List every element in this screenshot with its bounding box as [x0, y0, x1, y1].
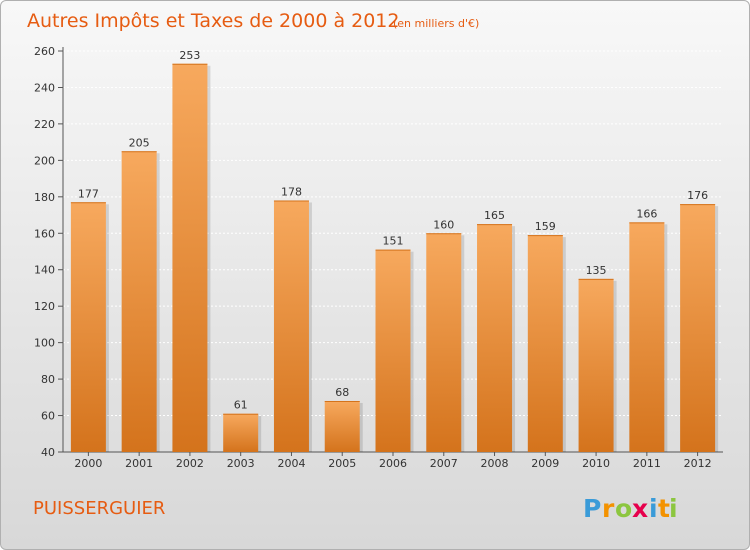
bar-2007 — [426, 233, 462, 452]
x-tick-label-2010: 2010 — [582, 457, 610, 470]
value-labels-layer: 177 205 253 61 178 68 151 160 165 159 135 166 176 — [78, 49, 708, 412]
x-tick-label-2006: 2006 — [379, 457, 407, 470]
x-tick-label-2003: 2003 — [227, 457, 255, 470]
bar-2004 — [273, 200, 309, 452]
chart-title: Autres Impôts et Taxes de 2000 à 2012 — [27, 10, 400, 32]
value-label-2010: 135 — [586, 264, 607, 277]
y-tick-label: 260 — [34, 45, 55, 58]
y-tick-label: 40 — [41, 446, 55, 459]
y-tick-label: 60 — [41, 410, 55, 423]
bar-2005 — [324, 400, 360, 452]
y-tick-labels: 40 60 80 100 120 140 160 180 200 220 240 260 — [34, 45, 55, 459]
logo-letter: t — [658, 494, 670, 523]
y-tick-label: 160 — [34, 227, 55, 240]
value-label-2004: 178 — [281, 185, 302, 198]
x-tick-label-2011: 2011 — [633, 457, 661, 470]
y-tick-label: 180 — [34, 191, 55, 204]
x-tick-label-2009: 2009 — [531, 457, 559, 470]
bar-2003 — [223, 413, 259, 452]
bars-layer — [70, 63, 719, 452]
value-label-2001: 205 — [129, 136, 150, 149]
y-tick-label: 120 — [34, 300, 55, 313]
x-tick-label-2007: 2007 — [430, 457, 458, 470]
x-tick-label-2008: 2008 — [481, 457, 509, 470]
y-tick-label: 100 — [34, 337, 55, 350]
value-label-2003: 61 — [234, 399, 248, 412]
logo-letter: r — [602, 494, 615, 523]
bar-2006 — [375, 249, 411, 452]
value-label-2008: 165 — [484, 209, 505, 222]
value-label-2005: 68 — [335, 386, 349, 399]
value-label-2002: 253 — [179, 49, 200, 62]
x-tick-label-2004: 2004 — [277, 457, 305, 470]
y-tick-label: 240 — [34, 81, 55, 94]
x-tick-labels: 2000 2001 2002 2003 2004 2005 2006 2007 2008 2009… — [74, 452, 712, 470]
y-tick-label: 140 — [34, 264, 55, 277]
logo-letter: P — [583, 494, 601, 523]
logo-letter: i — [649, 494, 658, 523]
y-tick-label: 220 — [34, 118, 55, 131]
y-tick-label: 200 — [34, 154, 55, 167]
value-label-2011: 166 — [636, 207, 657, 220]
bar-2012 — [680, 204, 716, 452]
value-label-2006: 151 — [383, 235, 404, 248]
bar-2001 — [121, 151, 157, 452]
x-tick-label-2012: 2012 — [684, 457, 712, 470]
bar-2009 — [527, 235, 563, 452]
bar-2000 — [70, 202, 106, 452]
bar-2002 — [172, 63, 208, 452]
value-label-2009: 159 — [535, 220, 556, 233]
x-tick-label-2000: 2000 — [74, 457, 102, 470]
bar-2008 — [477, 224, 513, 452]
value-label-2000: 177 — [78, 187, 99, 200]
value-label-2007: 160 — [433, 218, 454, 231]
y-tick-label: 80 — [41, 373, 55, 386]
logo-letter: x — [632, 494, 648, 523]
logo-letter: i — [669, 494, 678, 523]
x-tick-label-2001: 2001 — [125, 457, 153, 470]
bar-2011 — [629, 222, 665, 452]
x-tick-label-2002: 2002 — [176, 457, 204, 470]
logo-letter: o — [615, 494, 632, 523]
value-label-2012: 176 — [687, 189, 708, 202]
chart-subtitle: (en milliers d'€) — [393, 17, 479, 30]
commune-label: PUISSERGUIER — [33, 498, 165, 519]
bar-2010 — [578, 278, 614, 452]
x-tick-label-2005: 2005 — [328, 457, 356, 470]
